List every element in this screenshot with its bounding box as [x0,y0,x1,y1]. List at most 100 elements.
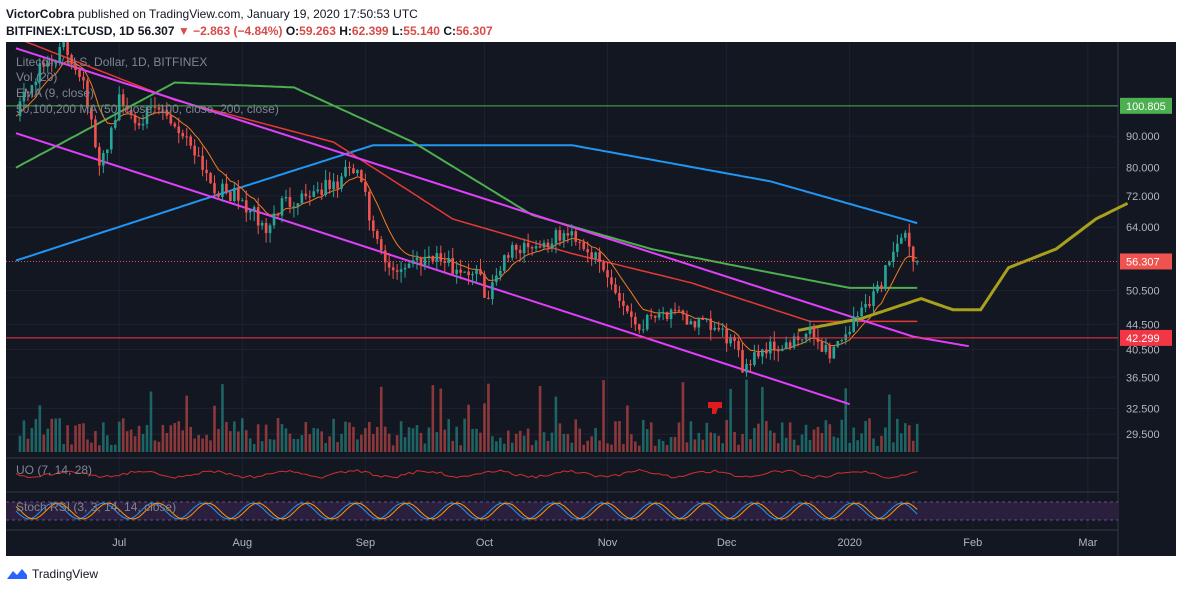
candle-body [800,339,804,341]
brand-label[interactable]: TradingView [32,567,99,581]
volume-bar [217,428,220,452]
tradingview-logo-icon[interactable] [6,567,28,581]
volume-bar [197,435,200,452]
y-tick-label: 40.500 [1126,345,1160,357]
candle-body [443,261,447,263]
candle-body [598,252,601,262]
volume-bar [240,418,244,452]
candle-body [832,346,836,359]
open-value: 59.263 [299,24,336,38]
volume-bar [244,430,248,452]
candle-body [637,324,641,330]
ma200-line [15,144,918,262]
open-label: O: [285,24,300,38]
legend-uo[interactable]: UO (7, 14, 28) [16,463,92,477]
candle-body [352,168,355,174]
volume-bar [106,435,109,452]
candle-body [518,249,522,254]
volume-bar [141,433,145,452]
candle-body [761,349,764,357]
candle-body [18,101,22,117]
candle-body [94,119,97,148]
volume-bar [649,422,653,452]
candle-body [900,237,903,244]
candle-body [816,337,820,342]
legend-ma[interactable]: 50,100,200 MA (50, close, 100, close, 20… [16,102,279,116]
candle-body [673,309,677,311]
candle-body [554,230,558,244]
volume-bar [499,437,502,452]
candle-body [788,342,792,348]
candle-body [225,183,228,193]
volume-bar [772,432,776,452]
candle-body [856,316,859,318]
volume-bar [26,438,30,452]
legend-volume[interactable]: Vol (20) [16,70,57,84]
volume-bar [900,433,903,452]
volume-bar [669,437,673,452]
candle-body [360,170,363,182]
candle-body [903,232,907,238]
candle-body [697,317,701,328]
candle-body [510,244,514,258]
candle-body [125,105,129,110]
volume-bar [701,439,705,452]
candle-body [741,350,744,373]
candle-body [542,242,546,248]
volume-bar [522,435,526,452]
volume-bar [149,391,153,452]
candle-body [463,271,466,273]
volume-bar [308,434,312,452]
candle-body [479,269,482,275]
last-price-label-bg [1120,253,1172,270]
volume-bar [733,432,736,452]
volume-bar [185,395,189,452]
chart-header: VictorCobra published on TradingView.com… [6,6,1176,42]
candle-body [348,166,351,169]
candle-body [74,64,77,71]
volume-bar [70,444,73,452]
volume-bar [697,432,701,452]
volume-bar [475,428,478,452]
volume-bar [316,428,320,452]
candle-body [356,170,359,174]
candle-body [896,243,899,252]
volume-bar [570,442,574,452]
volume-bar [352,426,355,452]
volume-bar [558,423,562,452]
candle-body [117,94,121,121]
ma100-line [15,81,918,289]
volume-bar [832,436,836,452]
volume-bar [229,431,232,452]
author-name[interactable]: VictorCobra [6,7,75,21]
support-label: 42.299 [1126,333,1160,345]
legend-ema[interactable]: EMA (9, close) [16,86,94,100]
volume-bar [225,422,228,452]
candle-body [439,253,443,262]
candle-body [403,267,407,270]
candle-body [645,314,649,330]
candle-body [455,269,458,274]
candle-body [264,223,268,234]
chart-area[interactable]: 100.805 42.299 56.307 29.500 32.500 36.500 40… [6,35,1176,556]
candle-body [534,246,538,249]
candle-body [665,312,669,320]
candle-body [240,200,244,202]
legend-stoch[interactable]: Stoch RSI (3, 3, 14, 14, close) [16,500,176,514]
volume-bar [574,419,578,452]
volume-bar [407,427,411,452]
x-tick-label: Jul [112,537,126,549]
candle-body [276,213,280,216]
overlay-lines [15,37,1129,406]
candle-body [594,252,597,259]
candle-body [495,275,498,283]
price-chart-svg[interactable]: 100.805 42.299 56.307 29.500 32.500 36.500 40… [6,35,1176,556]
candle-body [102,153,105,166]
volume-bar [729,388,732,452]
candle-body [42,63,46,67]
volume-bar [685,442,689,452]
candle-body [848,331,851,335]
candle-body [514,244,518,250]
volume-bar [510,442,514,452]
volume-bar [431,385,435,452]
